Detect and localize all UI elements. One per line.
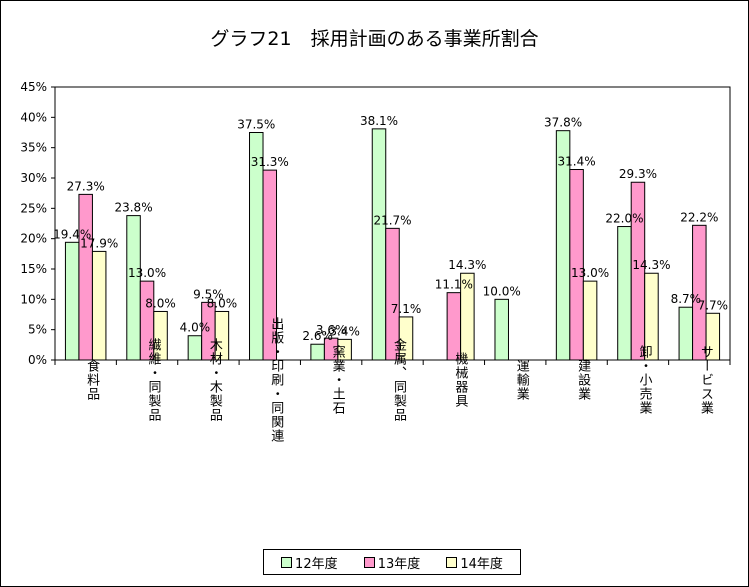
data-label: 23.8% (114, 201, 152, 215)
data-label: 10.0% (483, 284, 521, 298)
y-tick-label: 20% (20, 232, 47, 246)
x-tick-label: サービス業 (698, 345, 714, 415)
x-tick-label: 建設業 (575, 359, 591, 401)
data-label: 29.3% (619, 167, 657, 181)
data-label: 17.9% (80, 236, 118, 250)
bar (91, 250, 107, 361)
data-label: 7.1% (391, 302, 422, 316)
data-label: 9.5% (193, 287, 224, 301)
legend-item: 13年度 (363, 553, 421, 572)
bar (617, 226, 632, 361)
data-label: 7.7% (698, 298, 729, 312)
legend: 12年度 13年度 14年度 (263, 549, 521, 575)
bar (187, 335, 203, 361)
legend-label: 14年度 (460, 556, 503, 572)
data-label: 31.3% (251, 155, 289, 169)
bar (385, 227, 400, 361)
bar (569, 169, 584, 361)
bar (630, 181, 646, 361)
bar (678, 306, 694, 361)
data-label: 22.2% (680, 210, 718, 224)
bar (582, 280, 598, 361)
y-tick-label: 35% (20, 141, 47, 155)
data-label: 22.0% (605, 212, 643, 226)
bar (64, 241, 80, 361)
bar (337, 338, 352, 361)
y-tick-label: 25% (20, 201, 47, 215)
x-tick-label: 卸・小売業 (636, 344, 652, 415)
data-label: 14.3% (632, 258, 670, 272)
data-label: 3.4% (329, 324, 360, 338)
data-label: 27.3% (67, 179, 105, 193)
legend-item: 12年度 (281, 553, 338, 572)
bar (644, 272, 659, 361)
data-label: 8.0% (145, 296, 176, 310)
bar (446, 292, 462, 361)
bar (153, 310, 168, 361)
y-tick-label: 10% (20, 292, 47, 306)
y-tick-label: 0% (28, 353, 47, 367)
y-tick-label: 15% (20, 262, 47, 276)
data-label: 37.8% (544, 116, 582, 130)
data-label: 3.6% (316, 323, 347, 337)
legend-swatch (281, 556, 293, 568)
bar (78, 193, 93, 361)
data-label: 13.0% (571, 266, 609, 280)
y-tick-label: 40% (20, 110, 47, 124)
y-tick-label: 30% (20, 171, 47, 185)
data-label: 38.1% (360, 114, 398, 128)
y-tick-label: 5% (28, 323, 47, 337)
legend-item: 14年度 (446, 553, 503, 572)
bar (371, 128, 387, 361)
legend-label: 13年度 (377, 556, 421, 572)
bar (494, 298, 509, 361)
data-label: 8.7% (671, 292, 702, 306)
legend-label: 12年度 (295, 556, 338, 572)
x-tick-label: 木材・木製品 (207, 338, 223, 422)
x-tick-label: 出版・印刷・同関連 (268, 317, 284, 443)
bar (126, 215, 141, 361)
x-tick-label: 食料品 (84, 358, 100, 401)
bar (705, 312, 721, 361)
data-label: 21.7% (373, 213, 411, 227)
data-label: 14.3% (448, 258, 486, 272)
bar (398, 316, 414, 361)
y-tick-label: 45% (20, 80, 47, 94)
bar (692, 224, 707, 361)
chart-title: グラフ21 採用計画のある事業所割合 (210, 28, 539, 50)
x-tick-label: 窯業・土石 (330, 345, 346, 415)
x-tick-label: 機械器具 (452, 352, 468, 408)
data-label: 11.1% (435, 278, 473, 292)
bar (310, 343, 325, 361)
bar (460, 272, 475, 361)
data-label: 31.4% (558, 155, 596, 169)
legend-swatch (446, 556, 458, 568)
x-tick-label: 繊維・同製品 (146, 337, 162, 422)
bar (214, 310, 230, 361)
data-label: 8.0% (207, 296, 238, 310)
x-tick-label: 運輸業 (514, 359, 530, 401)
x-tick-label: 金属、同製品 (391, 337, 407, 422)
data-label: 4.0% (180, 321, 211, 335)
data-label: 2.6% (302, 329, 333, 343)
legend-swatch (363, 556, 375, 568)
data-label: 13.0% (128, 266, 166, 280)
bar (262, 169, 278, 361)
data-label: 37.5% (237, 118, 275, 132)
data-label: 19.4% (53, 227, 91, 241)
